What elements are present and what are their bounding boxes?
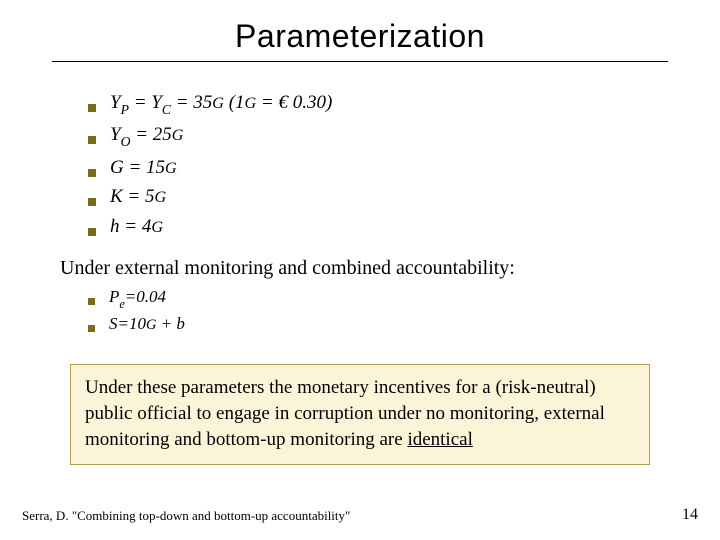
param-list: YP = YC = 35G (1G = € 0.30) YO = 25G G = 1… bbox=[88, 90, 680, 239]
bullet-icon bbox=[88, 298, 95, 305]
subheading: Under external monitoring and combined a… bbox=[60, 257, 680, 280]
list-item-text: Pe=0.04 bbox=[109, 286, 166, 311]
list-item-text: S=10G + b bbox=[109, 313, 185, 336]
bullet-icon bbox=[88, 198, 96, 206]
footer: Serra, D. "Combining top-down and bottom… bbox=[22, 506, 698, 524]
callout-text: Under these parameters the monetary ince… bbox=[85, 377, 605, 449]
list-item-text: G = 15G bbox=[110, 155, 177, 181]
list-item-text: K = 5G bbox=[110, 184, 166, 210]
page-number: 14 bbox=[682, 506, 698, 524]
list-item: S=10G + b bbox=[88, 313, 680, 336]
bullet-icon bbox=[88, 169, 96, 177]
list-item: K = 5G bbox=[88, 184, 680, 210]
bullet-icon bbox=[88, 228, 96, 236]
list-item: YP = YC = 35G (1G = € 0.30) bbox=[88, 90, 680, 118]
sub-param-list: Pe=0.04S=10G + b bbox=[88, 286, 680, 336]
bullet-icon bbox=[88, 325, 95, 332]
slide-title: Parameterization bbox=[52, 18, 668, 55]
bullet-icon bbox=[88, 104, 96, 112]
list-item-text: h = 4G bbox=[110, 214, 163, 240]
callout-box: Under these parameters the monetary ince… bbox=[70, 364, 650, 465]
list-item: G = 15G bbox=[88, 155, 680, 181]
list-item: h = 4G bbox=[88, 214, 680, 240]
title-rule: Parameterization bbox=[52, 18, 668, 62]
bullet-icon bbox=[88, 136, 96, 144]
footer-citation: Serra, D. "Combining top-down and bottom… bbox=[22, 508, 350, 524]
list-item-text: YP = YC = 35G (1G = € 0.30) bbox=[110, 90, 332, 118]
list-item: Pe=0.04 bbox=[88, 286, 680, 311]
list-item: YO = 25G bbox=[88, 122, 680, 150]
list-item-text: YO = 25G bbox=[110, 122, 183, 150]
